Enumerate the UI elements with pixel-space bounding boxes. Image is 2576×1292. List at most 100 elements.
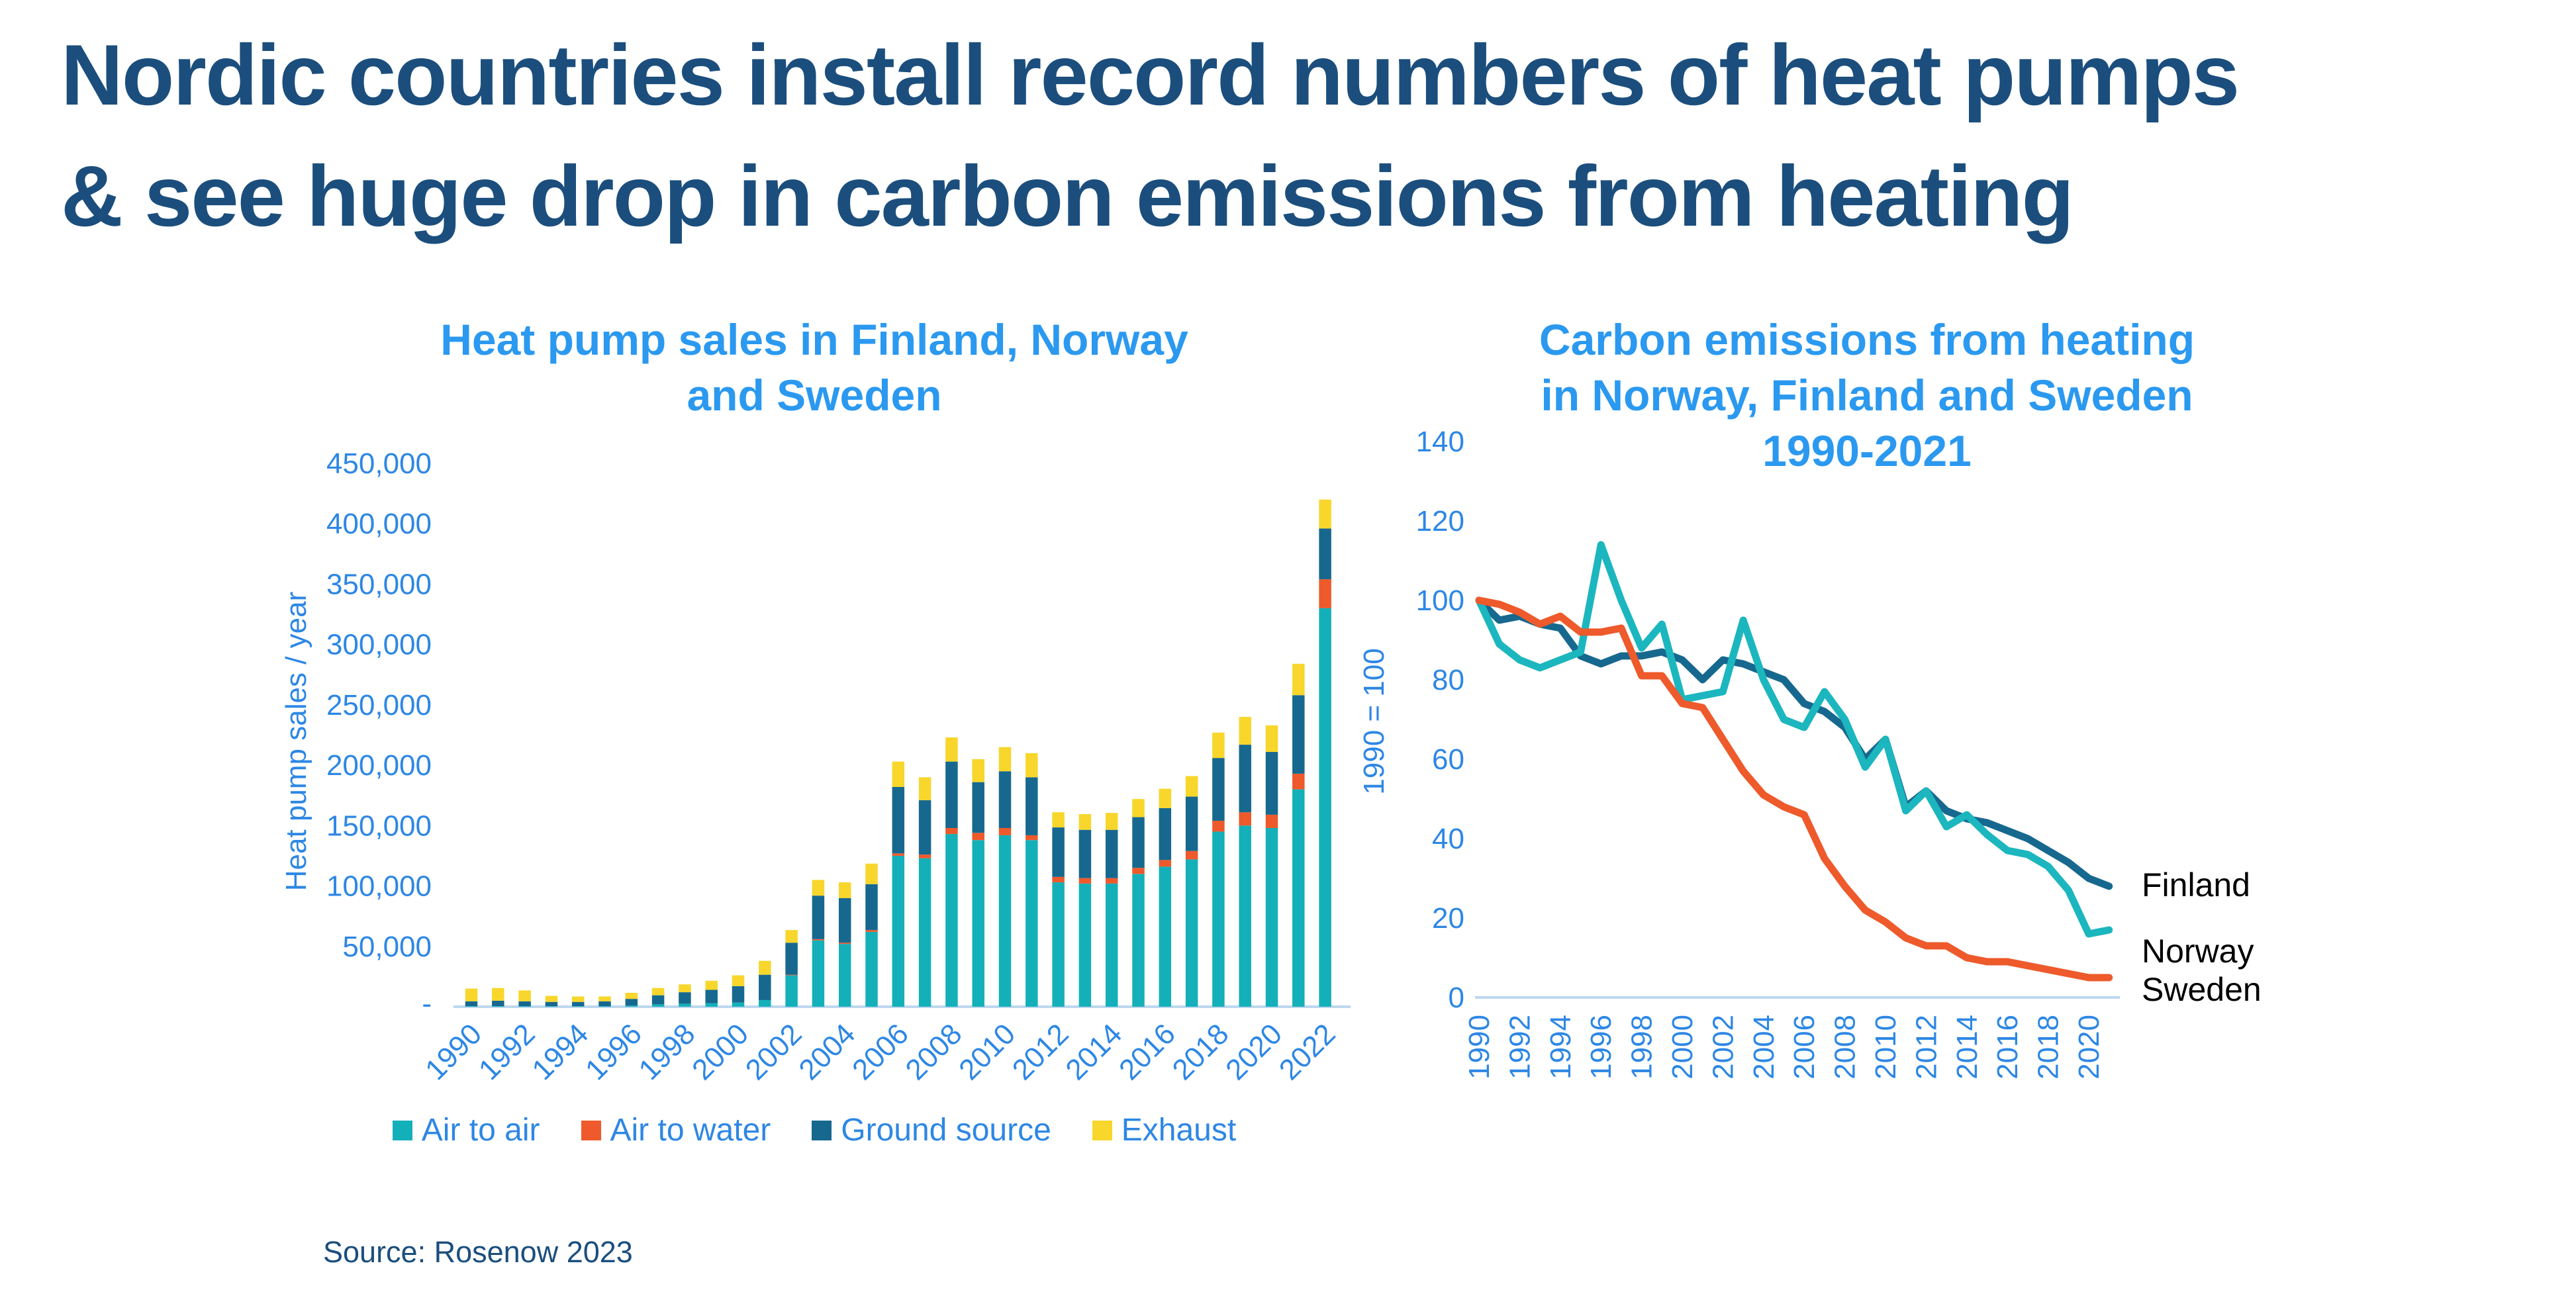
y-tick-label-350000: 350,000 bbox=[326, 568, 432, 600]
air-to-air-swatch-icon bbox=[392, 1120, 412, 1140]
bar-1999-air-to-air bbox=[705, 1003, 718, 1007]
x-tick-label-2014: 2014 bbox=[1951, 1015, 1983, 1080]
bar-2016-air-to-air bbox=[1159, 866, 1172, 1007]
bar-1994-exhaust bbox=[571, 996, 585, 1002]
bar-1995-exhaust bbox=[598, 996, 611, 1001]
bar-2015-exhaust bbox=[1132, 799, 1145, 817]
left-chart-title: Heat pump sales in Finland, Norway and S… bbox=[344, 312, 1284, 424]
bar-1998-exhaust bbox=[679, 984, 691, 993]
x-tick-label-1990: 1990 bbox=[419, 1017, 488, 1086]
x-tick-label-2006: 2006 bbox=[846, 1017, 915, 1086]
right-chart-title: Carbon emissions from heating in Norway,… bbox=[1476, 312, 2258, 479]
bar-2009-exhaust bbox=[972, 759, 984, 782]
x-tick-label-1998: 1998 bbox=[633, 1017, 702, 1086]
bar-1990-ground-source bbox=[465, 1001, 478, 1007]
x-tick-label-1994: 1994 bbox=[526, 1017, 595, 1086]
bar-1992-air-to-air bbox=[518, 1006, 531, 1007]
bar-1994-ground-source bbox=[571, 1001, 585, 1007]
right-chart-title-line2: in Norway, Finland and Sweden bbox=[1541, 370, 2193, 420]
y-tick-label-200000: 200,000 bbox=[326, 749, 432, 782]
air-to-water-swatch-icon bbox=[581, 1120, 601, 1140]
x-tick-label-2008: 2008 bbox=[1829, 1015, 1862, 1080]
y-tick-label-150000: 150,000 bbox=[326, 809, 432, 842]
y-tick-label-60: 60 bbox=[1432, 743, 1464, 776]
x-tick-label-1994: 1994 bbox=[1545, 1015, 1577, 1080]
bar-2015-air-to-air bbox=[1132, 874, 1145, 1007]
bar-2001-exhaust bbox=[759, 960, 771, 975]
legend-item-exhaust: Exhaust bbox=[1092, 1112, 1236, 1148]
bar-2007-ground-source bbox=[918, 800, 931, 855]
bar-2003-exhaust bbox=[812, 880, 825, 896]
legend-label-air-to-water: Air to water bbox=[610, 1113, 771, 1148]
bar-1997-ground-source bbox=[651, 995, 665, 1005]
bar-2014-air-to-air bbox=[1105, 883, 1118, 1007]
bar-2013-exhaust bbox=[1078, 814, 1092, 830]
right-chart-title-line3: 1990-2021 bbox=[1762, 426, 1972, 475]
x-tick-label-1992: 1992 bbox=[1503, 1015, 1536, 1080]
bar-2010-air-to-water bbox=[998, 827, 1012, 835]
bar-2021-air-to-air bbox=[1292, 789, 1305, 1007]
y-tick-label-450000: 450,000 bbox=[326, 447, 432, 480]
bar-1991-exhaust bbox=[492, 988, 504, 1001]
y-tick-label-80: 80 bbox=[1432, 664, 1464, 696]
y-tick-label-40: 40 bbox=[1432, 823, 1464, 855]
bar-2018-air-to-air bbox=[1212, 831, 1225, 1007]
x-tick-label-2002: 2002 bbox=[739, 1017, 808, 1086]
bar-chart-legend: Air to air Air to water Ground source Ex… bbox=[278, 1112, 1351, 1148]
bar-1994-air-to-air bbox=[571, 1006, 585, 1007]
x-tick-label-2006: 2006 bbox=[1788, 1015, 1821, 1080]
x-tick-label-2018: 2018 bbox=[1167, 1017, 1235, 1086]
x-tick-label-2016: 2016 bbox=[1991, 1015, 2024, 1080]
heat-pump-sales-bar-chart: Heat pump sales / year 450,000 400,000 350… bbox=[280, 447, 1351, 1086]
bar-2000-exhaust bbox=[732, 975, 745, 986]
x-tick-label-2000: 2000 bbox=[1666, 1015, 1699, 1080]
page-title-line1: Nordic countries install record numbers … bbox=[61, 26, 2240, 123]
x-tick-label-2004: 2004 bbox=[1748, 1015, 1780, 1080]
bar-2004-exhaust bbox=[838, 882, 851, 898]
x-tick-label-2010: 2010 bbox=[1870, 1015, 1902, 1080]
norway-series-label: Norway bbox=[2142, 933, 2254, 970]
bar-2020-exhaust bbox=[1265, 725, 1278, 753]
line-sweden bbox=[1475, 596, 2113, 982]
bar-2020-air-to-air bbox=[1265, 827, 1278, 1007]
ground-source-swatch-icon bbox=[812, 1120, 832, 1140]
bar-1992-ground-source bbox=[518, 1001, 531, 1007]
bar-2016-exhaust bbox=[1159, 788, 1172, 808]
source-note: Source: Rosenow 2023 bbox=[323, 1235, 633, 1269]
bar-1995-air-to-air bbox=[598, 1006, 611, 1007]
line-norway bbox=[1475, 541, 2113, 938]
bar-2005-ground-source bbox=[865, 884, 878, 931]
bar-1999-exhaust bbox=[705, 980, 718, 990]
left-chart-title-line1: Heat pump sales in Finland, Norway bbox=[440, 315, 1188, 364]
y-tick-label-400000: 400,000 bbox=[326, 508, 432, 540]
x-tick-label-1992: 1992 bbox=[473, 1017, 542, 1086]
x-tick-label-2020: 2020 bbox=[1219, 1017, 1288, 1086]
bar-2013-air-to-water bbox=[1078, 878, 1092, 884]
bar-2022-exhaust bbox=[1319, 499, 1331, 529]
bar-2009-air-to-water bbox=[972, 833, 984, 841]
left-y-axis-title: Heat pump sales / year bbox=[280, 592, 312, 891]
bar-2014-ground-source bbox=[1105, 829, 1118, 878]
y-tick-label-100: 100 bbox=[1416, 584, 1464, 617]
page-title: Nordic countries install record numbers … bbox=[61, 15, 2524, 257]
bar-2010-exhaust bbox=[998, 747, 1012, 772]
bar-2017-ground-source bbox=[1185, 796, 1198, 851]
x-tick-label-2020: 2020 bbox=[2073, 1015, 2105, 1080]
legend-label-exhaust: Exhaust bbox=[1121, 1113, 1237, 1148]
bar-2007-exhaust bbox=[918, 777, 931, 801]
bar-2002-air-to-air bbox=[785, 975, 798, 1007]
y-tick-label-100000: 100,000 bbox=[326, 870, 432, 903]
bar-2001-air-to-air bbox=[759, 999, 771, 1007]
y-tick-label-50000: 50,000 bbox=[342, 931, 432, 963]
bar-2002-exhaust bbox=[785, 930, 798, 943]
x-tick-label-1996: 1996 bbox=[579, 1017, 648, 1086]
bar-2006-air-to-air bbox=[892, 855, 905, 1007]
bar-1993-air-to-air bbox=[545, 1006, 558, 1007]
bar-2014-exhaust bbox=[1105, 813, 1118, 830]
bar-2004-air-to-water bbox=[838, 943, 851, 945]
legend-label-ground-source: Ground source bbox=[841, 1113, 1051, 1148]
x-tick-label-1990: 1990 bbox=[1463, 1015, 1496, 1080]
bar-1997-air-to-air bbox=[651, 1004, 665, 1007]
